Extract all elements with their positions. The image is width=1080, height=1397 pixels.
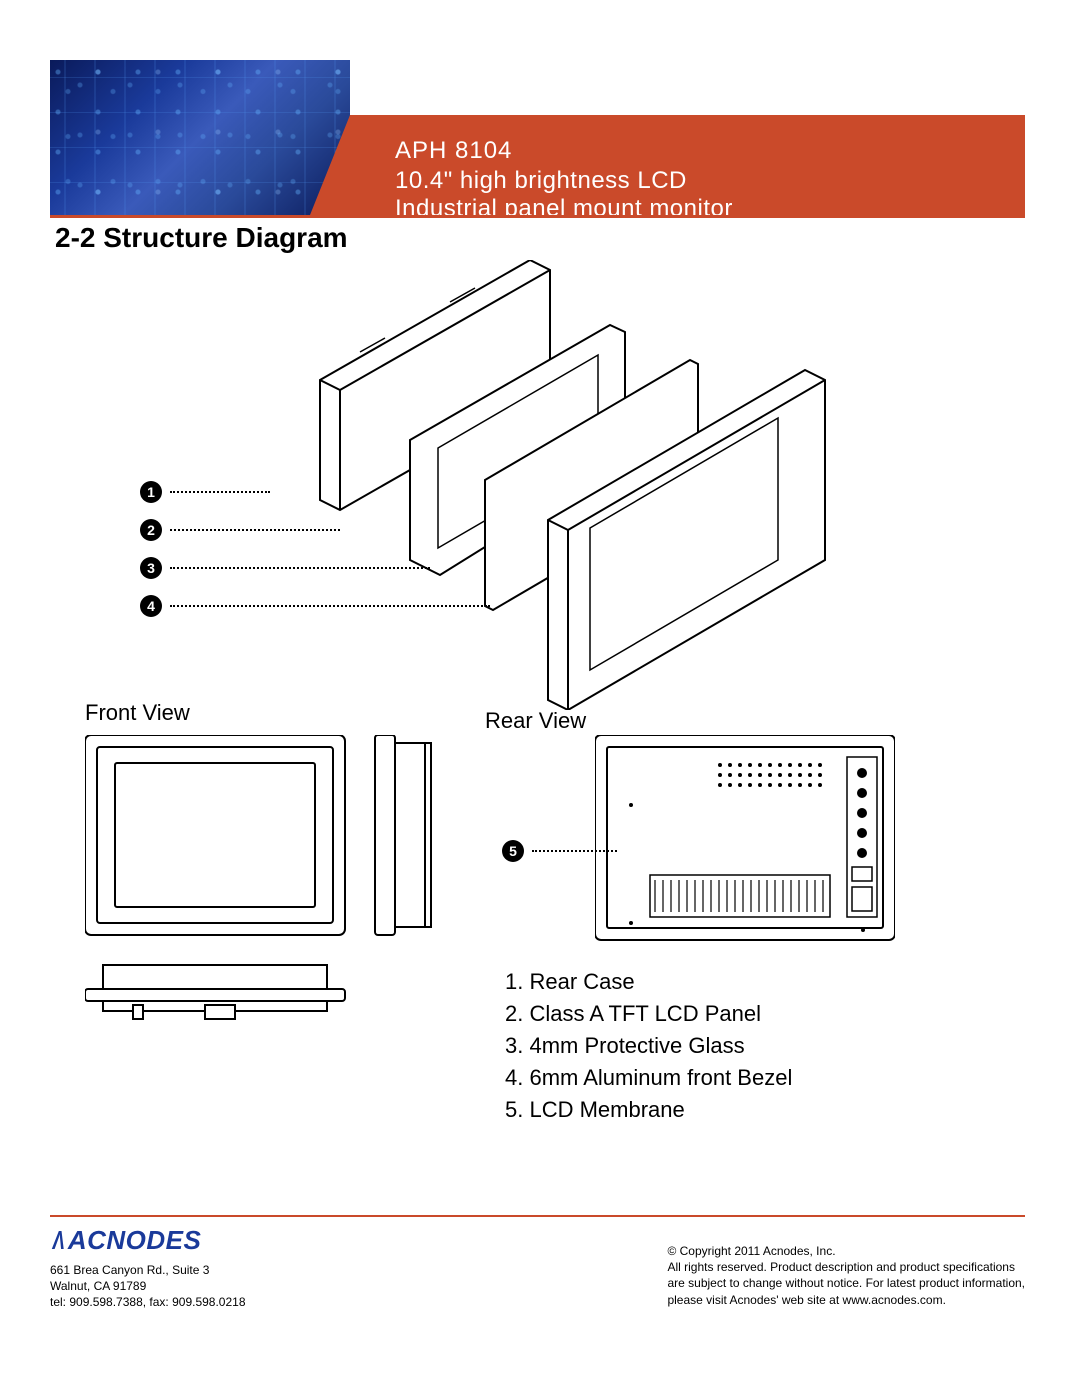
callout-num-2: 2	[140, 519, 162, 541]
callout-1: 1	[140, 480, 490, 504]
callout-num-1: 1	[140, 481, 162, 503]
addr-line-2: Walnut, CA 91789	[50, 1278, 246, 1294]
front-view-label: Front View	[85, 700, 190, 726]
parts-legend: 1. Rear Case 2. Class A TFT LCD Panel 3.…	[505, 966, 792, 1125]
footer-divider	[50, 1215, 1025, 1217]
company-logo: ΛACNODES	[50, 1225, 246, 1256]
callout-2: 2	[140, 518, 490, 542]
section-title: 2-2 Structure Diagram	[55, 222, 348, 254]
callout-leader-3	[170, 567, 430, 569]
callout-leader-2	[170, 529, 340, 531]
footer-address: 661 Brea Canyon Rd., Suite 3 Walnut, CA …	[50, 1262, 246, 1311]
callout-num-5: 5	[502, 840, 524, 862]
page-footer: ΛACNODES 661 Brea Canyon Rd., Suite 3 Wa…	[50, 1225, 1025, 1311]
callout-leader-4	[170, 605, 490, 607]
legend-item-3: 3. 4mm Protective Glass	[505, 1030, 792, 1062]
footer-left: ΛACNODES 661 Brea Canyon Rd., Suite 3 Wa…	[50, 1225, 246, 1311]
exploded-callouts: 1 2 3 4	[140, 480, 490, 632]
callout-5: 5	[502, 840, 617, 862]
rear-view-label: Rear View	[485, 708, 586, 734]
page-header: APH 8104 10.4" high brightness LCD Indus…	[50, 60, 1025, 215]
copyright-line-2: All rights reserved. Product description…	[667, 1259, 1025, 1275]
legend-item-5: 5. LCD Membrane	[505, 1094, 792, 1126]
addr-line-1: 661 Brea Canyon Rd., Suite 3	[50, 1262, 246, 1278]
callout-leader-5	[532, 850, 617, 852]
copyright-line-3: are subject to change without notice. Fo…	[667, 1275, 1025, 1291]
callout-4: 4	[140, 594, 490, 618]
legend-item-1: 1. Rear Case	[505, 966, 792, 998]
callout-num-3: 3	[140, 557, 162, 579]
header-circuit-image	[50, 60, 350, 215]
rear-view-drawing	[595, 735, 895, 950]
copyright-line-4: please visit Acnodes' web site at www.ac…	[667, 1292, 1025, 1308]
header-underline	[50, 215, 1025, 218]
front-view-drawings	[85, 735, 445, 1030]
product-desc-line2: Industrial panel mount monitor	[395, 195, 995, 223]
copyright-line-1: © Copyright 2011 Acnodes, Inc.	[667, 1243, 1025, 1259]
company-logo-text: ACNODES	[68, 1225, 202, 1255]
legend-item-2: 2. Class A TFT LCD Panel	[505, 998, 792, 1030]
callout-3: 3	[140, 556, 490, 580]
callout-num-4: 4	[140, 595, 162, 617]
header-title-block: APH 8104 10.4" high brightness LCD Indus…	[310, 115, 1025, 215]
product-desc-line1: 10.4" high brightness LCD	[395, 167, 995, 195]
addr-line-3: tel: 909.598.7388, fax: 909.598.0218	[50, 1294, 246, 1310]
product-model: APH 8104	[395, 137, 995, 165]
footer-copyright: © Copyright 2011 Acnodes, Inc. All right…	[667, 1225, 1025, 1308]
legend-item-4: 4. 6mm Aluminum front Bezel	[505, 1062, 792, 1094]
callout-leader-1	[170, 491, 270, 493]
